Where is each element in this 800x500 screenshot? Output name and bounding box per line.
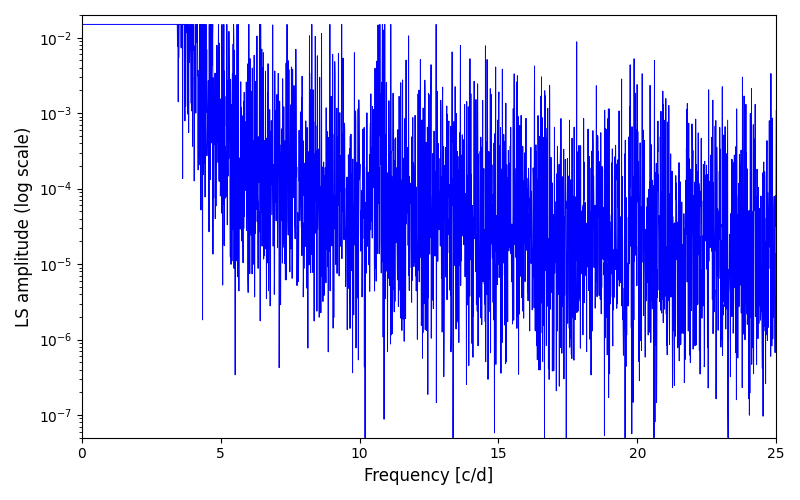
X-axis label: Frequency [c/d]: Frequency [c/d]	[364, 467, 494, 485]
Y-axis label: LS amplitude (log scale): LS amplitude (log scale)	[15, 126, 33, 326]
